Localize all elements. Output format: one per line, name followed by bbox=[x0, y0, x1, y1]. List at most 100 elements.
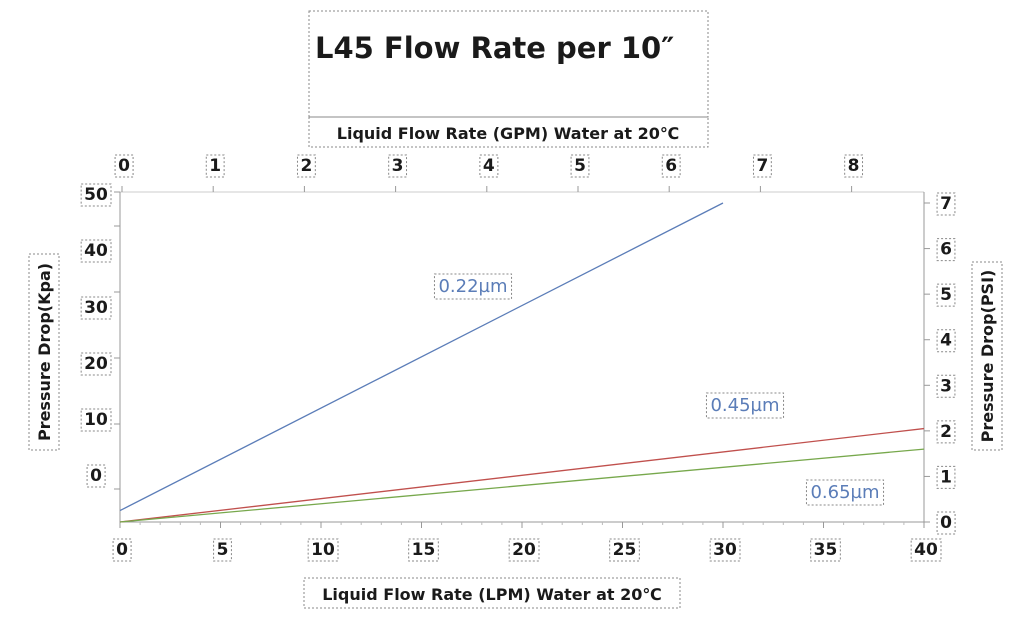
top-tick-label-5: 5 bbox=[570, 154, 590, 178]
right-axis-title-box bbox=[971, 261, 1003, 451]
right-tick-label-3: 3 bbox=[936, 374, 956, 398]
top-tick-label-4: 4 bbox=[479, 154, 499, 178]
title-box bbox=[308, 10, 709, 118]
right-tick-label-7-box bbox=[936, 192, 956, 216]
right-tick-label-4-box bbox=[936, 329, 956, 353]
right-tick-label-1-text: 1 bbox=[940, 467, 952, 487]
series-label-box-1 bbox=[705, 392, 785, 419]
top-tick-label-2-box bbox=[296, 154, 316, 178]
right-axis-title: Pressure Drop(PSI) bbox=[978, 270, 997, 443]
left-tick-label-40-text: 40 bbox=[84, 241, 108, 261]
bottom-tick-label-35: 35 bbox=[810, 538, 841, 562]
left-tick-label-10: 10 bbox=[80, 408, 112, 432]
top-tick-label-1-box bbox=[205, 154, 225, 178]
left-tick-label-40-box bbox=[80, 239, 112, 263]
top-tick-label-3-text: 3 bbox=[392, 156, 404, 176]
right-tick-label-4: 4 bbox=[936, 329, 956, 353]
left-tick-label-20: 20 bbox=[80, 352, 112, 376]
series-label-box-0 bbox=[433, 273, 513, 300]
top-tick-label-0-text: 0 bbox=[118, 156, 130, 176]
top-tick-label-2: 2 bbox=[296, 154, 316, 178]
bottom-tick-label-30-box bbox=[709, 538, 741, 562]
top-tick-label-5-text: 5 bbox=[574, 156, 586, 176]
bottom-axis-ticks: 0 5 10 15 20 25 30 35 40 bbox=[112, 522, 942, 562]
series-label-1: 0.45µm bbox=[705, 392, 785, 419]
bottom-tick-label-25-text: 25 bbox=[613, 540, 637, 560]
bottom-tick-label-40-text: 40 bbox=[914, 540, 938, 560]
right-tick-label-0-text: 0 bbox=[940, 513, 952, 533]
left-tick-label-20-text: 20 bbox=[84, 354, 108, 374]
right-tick-label-5-box bbox=[936, 283, 956, 307]
top-tick-label-1: 1 bbox=[205, 154, 225, 178]
bottom-tick-label-5-text: 5 bbox=[217, 540, 229, 560]
left-tick-label-30: 30 bbox=[80, 296, 112, 320]
left-tick-label-30-text: 30 bbox=[84, 298, 108, 318]
top-tick-label-2-text: 2 bbox=[300, 156, 312, 176]
bottom-tick-label-10-text: 10 bbox=[311, 540, 335, 560]
top-tick-label-7-box bbox=[752, 154, 772, 178]
right-tick-label-1-box bbox=[936, 465, 956, 489]
bottom-tick-label-20: 20 bbox=[508, 538, 540, 562]
top-tick-label-0: 0 bbox=[114, 154, 134, 178]
series-label-2: 0.65µm bbox=[805, 479, 885, 506]
chart-title: L45 Flow Rate per 10″ bbox=[315, 31, 674, 65]
left-tick-label-20-box bbox=[80, 352, 112, 376]
right-tick-label-7-text: 7 bbox=[940, 194, 952, 214]
series-label-0: 0.22µm bbox=[433, 273, 513, 300]
bottom-tick-label-35-box bbox=[810, 538, 841, 562]
top-tick-label-6: 6 bbox=[661, 154, 681, 178]
top-axis-ticks: 0 1 2 3 4 5 6 7 8 bbox=[114, 154, 864, 192]
right-tick-label-1: 1 bbox=[936, 465, 956, 489]
series-label-text-1: 0.45µm bbox=[710, 395, 779, 416]
right-tick-label-6-box bbox=[936, 238, 956, 262]
left-tick-label-50: 50 bbox=[80, 183, 112, 207]
left-tick-label-50-text: 50 bbox=[84, 185, 108, 205]
right-axis-ticks: 0 1 2 3 4 5 6 7 bbox=[924, 192, 956, 535]
bottom-tick-label-10: 10 bbox=[307, 538, 339, 562]
right-tick-label-2-box bbox=[936, 420, 956, 444]
left-tick-label-10-box bbox=[80, 408, 112, 432]
bottom-tick-label-15-text: 15 bbox=[412, 540, 436, 560]
right-tick-label-0-box bbox=[936, 511, 956, 535]
right-tick-label-5: 5 bbox=[936, 283, 956, 307]
top-axis-title-box bbox=[308, 116, 709, 148]
left-tick-label-30-box bbox=[80, 296, 112, 320]
right-tick-label-6: 6 bbox=[936, 238, 956, 262]
bottom-tick-label-30-text: 30 bbox=[713, 540, 737, 560]
top-tick-label-0-box bbox=[114, 154, 134, 178]
right-tick-label-0: 0 bbox=[936, 511, 956, 535]
bottom-tick-label-5: 5 bbox=[213, 538, 232, 562]
series-label-box-2 bbox=[805, 479, 885, 506]
top-tick-label-1-text: 1 bbox=[209, 156, 221, 176]
bottom-tick-label-5-box bbox=[213, 538, 232, 562]
series-label-text-2: 0.65µm bbox=[810, 482, 879, 503]
bottom-tick-label-20-box bbox=[508, 538, 540, 562]
top-tick-label-8: 8 bbox=[844, 154, 864, 178]
bottom-tick-label-0-box bbox=[112, 538, 132, 562]
left-tick-label-10-text: 10 bbox=[84, 410, 108, 430]
bottom-axis-title-box bbox=[303, 577, 681, 609]
left-axis-title-box bbox=[28, 253, 60, 451]
bottom-tick-label-10-box bbox=[307, 538, 339, 562]
left-axis-title: Pressure Drop(Kpa) bbox=[35, 263, 54, 441]
series-lines bbox=[119, 202, 925, 523]
right-tick-label-5-text: 5 bbox=[940, 285, 952, 305]
left-tick-label-0-box bbox=[86, 464, 106, 488]
bottom-tick-label-25: 25 bbox=[609, 538, 640, 562]
right-tick-label-2-text: 2 bbox=[940, 422, 952, 442]
top-tick-label-6-box bbox=[661, 154, 681, 178]
bottom-tick-label-35-text: 35 bbox=[814, 540, 838, 560]
top-tick-label-8-text: 8 bbox=[848, 156, 860, 176]
right-tick-label-3-box bbox=[936, 374, 956, 398]
left-tick-label-0: 0 bbox=[86, 464, 106, 488]
bottom-tick-label-40-box bbox=[910, 538, 942, 562]
top-tick-label-3: 3 bbox=[388, 154, 408, 178]
series-label-text-0: 0.22µm bbox=[438, 276, 507, 297]
top-tick-label-5-box bbox=[570, 154, 590, 178]
top-axis-title: Liquid Flow Rate (GPM) Water at 20℃ bbox=[337, 124, 679, 143]
bottom-axis-title: Liquid Flow Rate (LPM) Water at 20℃ bbox=[322, 585, 662, 604]
series-line-0 bbox=[119, 202, 724, 512]
bottom-tick-label-40: 40 bbox=[910, 538, 942, 562]
top-tick-label-6-text: 6 bbox=[665, 156, 677, 176]
